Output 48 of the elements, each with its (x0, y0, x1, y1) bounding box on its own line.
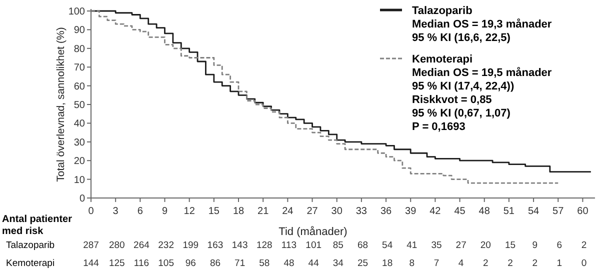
x-tick-label: 12 (184, 206, 196, 217)
x-tick-label: 24 (282, 206, 294, 217)
legend-label: Talazoparib (412, 5, 473, 17)
x-tick-label: 9 (162, 206, 168, 217)
y-tick-label: 40 (74, 118, 86, 130)
x-tick-label: 21 (258, 206, 270, 217)
text: 287 280 264 232 199 163 143 128 113 101 85 68 54 41 35 27 20 15 9 6 2 (83, 240, 587, 251)
y-tick-label: 100 (68, 6, 86, 18)
y-tick-label: 60 (74, 81, 86, 92)
x-tick-label: 39 (405, 206, 417, 217)
text: Kemoterapi (6, 258, 55, 269)
x-tick-label: 51 (503, 206, 515, 217)
x-tick-label: 54 (528, 206, 540, 217)
x-tick-label: 6 (137, 206, 144, 217)
x-tick-label: 30 (331, 206, 343, 217)
y-axis-title: Total överlevnad, sannolikhet (%) (55, 27, 67, 182)
annotation: Median OS = 19,5 månader (412, 66, 552, 79)
annotation: P = 0,1693 (412, 121, 466, 133)
x-tick-label: 18 (232, 206, 245, 217)
y-tick-label: 80 (74, 44, 86, 55)
legend-label: Kemoterapi (412, 54, 473, 66)
y-tick-label: 20 (74, 156, 86, 168)
annotation: 95 % KI (17,4, 22,4)) (412, 80, 514, 92)
y-tick-label: 90 (74, 25, 86, 36)
annotation: Median OS = 19,3 månader (412, 18, 552, 30)
text: Talazoparib (6, 240, 55, 251)
x-tick-label: 3 (112, 206, 119, 217)
x-tick-label: 15 (208, 206, 220, 217)
x-tick-label: 27 (306, 206, 318, 217)
x-tick-label: 36 (380, 206, 392, 217)
y-tick-label: 50 (74, 100, 86, 111)
annotation: 95 % KI (0,67, 1,07) (412, 108, 511, 120)
x-tick-label: 33 (356, 206, 368, 217)
x-tick-label: 48 (478, 206, 490, 217)
y-tick-label: 0 (79, 194, 86, 204)
text: 144 125 116 105 96 86 71 58 48 44 34 25 18 8 7 4 2 2 2 1 0 (83, 258, 587, 269)
y-tick-label: 70 (74, 62, 86, 74)
x-axis-title: Tid (månader) (278, 226, 348, 238)
text: Antal patienter med risk (2, 214, 72, 237)
annotation: Riskkvot = 0,85 (412, 94, 492, 106)
x-tick-label: 60 (577, 206, 589, 217)
y-tick-label: 30 (74, 137, 86, 148)
x-tick-label: 0 (88, 206, 94, 217)
x-tick-label: 45 (454, 206, 466, 217)
x-tick-label: 57 (552, 206, 564, 217)
y-tick-label: 10 (74, 174, 86, 186)
annotation: 95 % KI (16,6, 22,5) (412, 32, 511, 44)
x-tick-label: 42 (430, 206, 442, 217)
